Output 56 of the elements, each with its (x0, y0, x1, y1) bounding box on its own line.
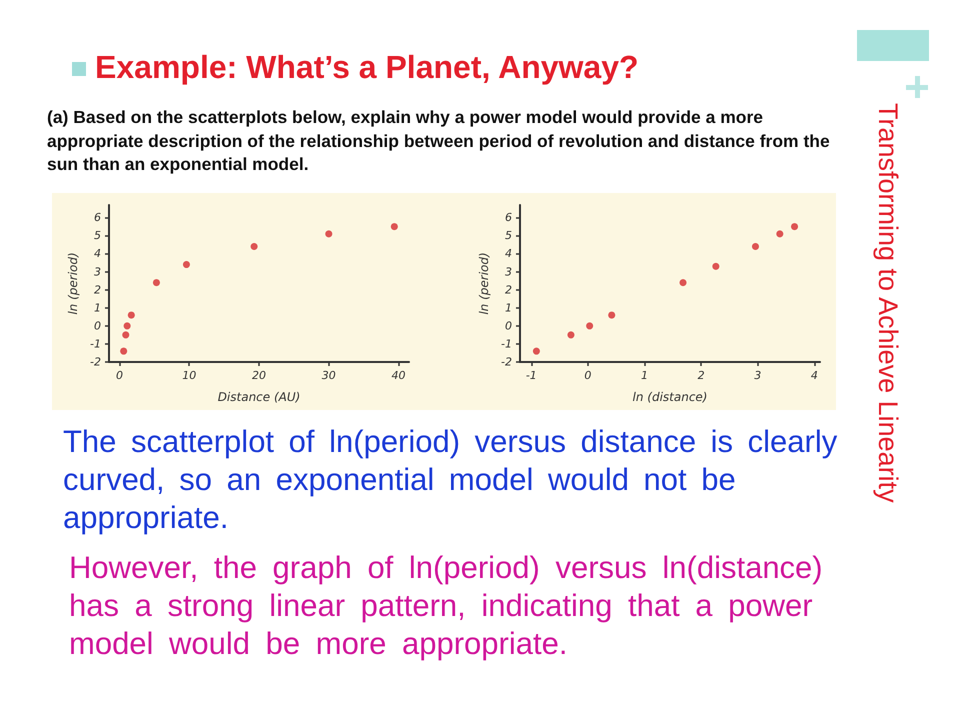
x-axis-title: ln (distance) (632, 390, 708, 404)
point (586, 322, 594, 330)
chart-subtitle: (a) Based on the scatterplots below, explain why a power model would provide a more appropriate description of the relationship between period of revolution and distance from the sun than an exponential model. (47, 106, 831, 176)
point (182, 261, 190, 268)
x-tick-label: 0 (116, 369, 123, 382)
x-tick-label: 40 (392, 369, 406, 382)
point (122, 331, 130, 338)
point (250, 243, 258, 250)
x-axis-title: Distance (AU) (218, 390, 300, 404)
x-tick-label: 20 (252, 369, 266, 382)
x-tick-label: 10 (182, 369, 196, 382)
y-tick-label: -2 (501, 356, 512, 368)
x-tick-label: 0 (584, 369, 592, 382)
y-tick-label: 4 (505, 247, 512, 260)
y-tick-label: 3 (94, 265, 101, 278)
y-tick-label: 4 (94, 247, 101, 260)
point (680, 279, 687, 286)
y-tick-label: 0 (505, 319, 512, 332)
point (124, 322, 131, 330)
point (752, 243, 759, 250)
y-tick-label: 3 (505, 265, 512, 278)
y-tick-label: 5 (94, 229, 101, 242)
point (791, 223, 798, 230)
y-axis-title: ln (period) (477, 252, 491, 315)
y-tick-label: 6 (505, 211, 512, 224)
point (120, 348, 128, 355)
y-tick-label: 1 (505, 301, 512, 314)
x-tick-label: 3 (754, 369, 762, 382)
text: Transforming to Achieve Linearity (872, 103, 904, 503)
x-tick-label: 2 (698, 369, 705, 382)
y-tick-label: 0 (94, 319, 101, 332)
y-tick-label: 1 (94, 301, 101, 314)
chart-title: Example: What’s a Planet, Anyway? (95, 48, 639, 86)
y-axis-title: ln (period) (66, 252, 80, 315)
x-tick-label: 30 (322, 369, 336, 382)
y-tick-label: -1 (501, 337, 512, 350)
x-tick-label: 4 (810, 369, 818, 382)
y-tick-label: 2 (94, 283, 101, 296)
point (608, 312, 616, 319)
point (532, 348, 540, 355)
y-tick-label: -1 (90, 337, 101, 350)
point (567, 331, 574, 338)
x-tick-label: -1 (526, 369, 537, 382)
point (390, 223, 398, 230)
point (776, 230, 784, 238)
y-tick-label: 2 (505, 283, 512, 296)
x-tick-label: 1 (641, 369, 648, 382)
y-tick-label: -2 (90, 356, 101, 368)
y-tick-label: 5 (505, 229, 512, 242)
point (128, 312, 135, 319)
point (712, 262, 720, 270)
text: The scatterplot of ln(period) versus distance is clearly curved, so an exponential model would not be appropriate. (63, 423, 838, 537)
point (325, 230, 332, 238)
text: However, the graph of ln(period) versus ln(distance) has a strong linear pattern, indicating that a power model would be more appropriate. (69, 549, 824, 663)
y-tick-label: 6 (94, 211, 101, 224)
point (152, 279, 160, 286)
